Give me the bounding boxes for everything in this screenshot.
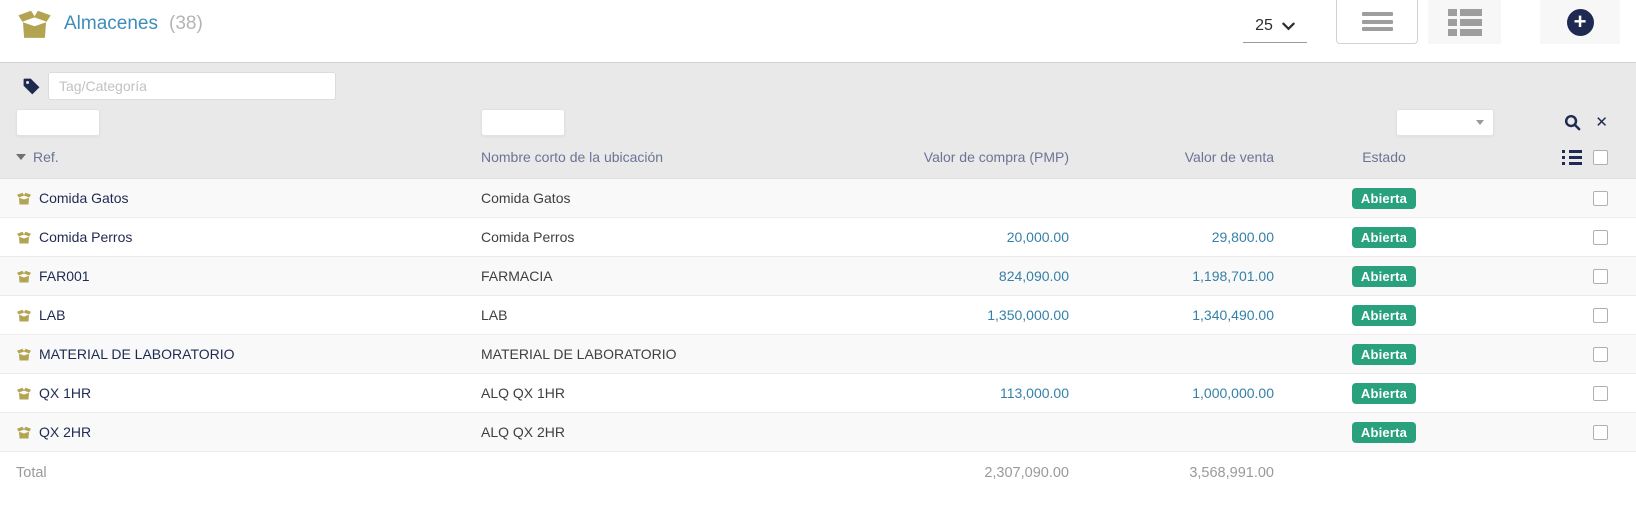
top-toolbar: Almacenes (38) 25 +: [0, 0, 1636, 62]
warehouse-ref-link[interactable]: Comida Perros: [39, 229, 133, 245]
row-checkbox[interactable]: [1593, 229, 1608, 245]
table-row[interactable]: QX 1HR ALQ QX 1HR 113,000.00 1,000,000.0…: [0, 374, 1636, 413]
caret-down-icon: [1476, 120, 1484, 125]
filter-band: ✕ Ref. Nombre corto de la ubicación Valo…: [0, 62, 1636, 179]
box-open-icon: [16, 348, 32, 361]
column-header-name[interactable]: Nombre corto de la ubicación: [481, 149, 664, 165]
row-checkbox[interactable]: [1593, 268, 1608, 284]
grid-view-icon: [1447, 8, 1482, 36]
sale-value: 29,800.00: [1211, 229, 1274, 245]
total-label: Total: [16, 464, 47, 481]
sale-value: 1,198,701.00: [1192, 268, 1274, 284]
ref-filter-input[interactable]: [16, 109, 100, 136]
row-checkbox[interactable]: [1593, 190, 1608, 206]
row-checkbox[interactable]: [1593, 385, 1608, 401]
warehouse-ref-link[interactable]: QX 1HR: [39, 385, 92, 401]
box-open-icon: [16, 309, 32, 322]
chevron-down-icon: [1282, 22, 1295, 31]
table-row[interactable]: Comida Gatos Comida Gatos Abierta: [0, 179, 1636, 218]
column-filter-row: ✕: [0, 109, 1636, 136]
table-header-row: Ref. Nombre corto de la ubicación Valor …: [0, 136, 1636, 178]
table-row[interactable]: LAB LAB 1,350,000.00 1,340,490.00 Abiert…: [0, 296, 1636, 335]
status-badge: Abierta: [1351, 304, 1417, 326]
column-header-sale[interactable]: Valor de venta: [1184, 149, 1274, 165]
box-open-icon: [16, 231, 32, 244]
status-badge: Abierta: [1351, 343, 1417, 365]
purchase-value: 824,090.00: [998, 268, 1069, 284]
warehouse-name: ALQ QX 2HR: [481, 424, 566, 440]
total-row: Total 2,307,090.00 3,568,991.00: [0, 452, 1636, 493]
table-body: Comida Gatos Comida Gatos Abierta Comida…: [0, 179, 1636, 452]
total-sale: 3,568,991.00: [1189, 464, 1274, 481]
sale-value: 1,000,000.00: [1192, 385, 1274, 401]
box-open-icon: [16, 426, 32, 439]
name-filter-input[interactable]: [481, 109, 565, 136]
purchase-value: 113,000.00: [999, 385, 1069, 401]
warehouse-name: FARMACIA: [481, 268, 553, 284]
column-header-status[interactable]: Estado: [1362, 149, 1406, 165]
column-header-purchase[interactable]: Valor de compra (PMP): [923, 149, 1069, 165]
warehouse-name: Comida Perros: [481, 229, 575, 245]
purchase-value: 20,000.00: [1006, 229, 1069, 245]
status-badge: Abierta: [1351, 226, 1417, 248]
column-header-ref[interactable]: Ref.: [16, 149, 481, 165]
list-view-button[interactable]: [1336, 0, 1418, 44]
list-view-icon: [1361, 12, 1393, 31]
page-count: (38): [169, 13, 203, 34]
status-badge: Abierta: [1351, 382, 1417, 404]
table-row[interactable]: QX 2HR ALQ QX 2HR Abierta: [0, 413, 1636, 452]
row-checkbox[interactable]: [1593, 307, 1608, 323]
box-open-icon: [16, 192, 32, 205]
warehouse-ref-link[interactable]: QX 2HR: [39, 424, 92, 440]
box-open-icon: [16, 387, 32, 400]
warehouse-ref-link[interactable]: FAR001: [39, 268, 90, 284]
warehouse-ref-link[interactable]: MATERIAL DE LABORATORIO: [39, 346, 235, 362]
page-title: Almacenes: [64, 13, 158, 34]
plus-icon: +: [1566, 8, 1594, 36]
search-icon[interactable]: [1564, 114, 1581, 131]
sort-desc-icon: [16, 154, 26, 160]
warehouse-name: ALQ QX 1HR: [481, 385, 566, 401]
total-purchase: 2,307,090.00: [984, 464, 1069, 481]
estado-filter-select[interactable]: [1396, 109, 1494, 136]
warehouse-ref-link[interactable]: LAB: [39, 307, 66, 323]
page-size-select[interactable]: 25: [1243, 10, 1307, 43]
table-row[interactable]: Comida Perros Comida Perros 20,000.00 29…: [0, 218, 1636, 257]
close-icon[interactable]: ✕: [1595, 114, 1608, 131]
warehouse-ref-link[interactable]: Comida Gatos: [39, 190, 129, 206]
warehouse-name: LAB: [481, 307, 508, 323]
warehouse-name: MATERIAL DE LABORATORIO: [481, 346, 677, 362]
page-title-group: Almacenes (38): [16, 6, 203, 42]
page-size-value: 25: [1255, 17, 1273, 34]
tag-icon: [22, 77, 48, 96]
add-warehouse-button[interactable]: +: [1540, 0, 1620, 44]
row-checkbox[interactable]: [1593, 346, 1608, 362]
grid-view-button[interactable]: [1428, 0, 1501, 44]
row-checkbox[interactable]: [1593, 424, 1608, 440]
box-open-icon: [16, 9, 53, 39]
status-badge: Abierta: [1351, 421, 1417, 443]
tag-category-input[interactable]: [48, 72, 336, 100]
select-all-checkbox[interactable]: [1593, 149, 1608, 165]
purchase-value: 1,350,000.00: [987, 307, 1069, 323]
toolbar-actions: 25 +: [1243, 0, 1636, 62]
list-icon[interactable]: [1562, 149, 1582, 165]
warehouse-name: Comida Gatos: [481, 190, 571, 206]
sale-value: 1,340,490.00: [1192, 307, 1274, 323]
table-row[interactable]: MATERIAL DE LABORATORIO MATERIAL DE LABO…: [0, 335, 1636, 374]
box-open-icon: [16, 270, 32, 283]
table-row[interactable]: FAR001 FARMACIA 824,090.00 1,198,701.00 …: [0, 257, 1636, 296]
status-badge: Abierta: [1351, 187, 1417, 209]
status-badge: Abierta: [1351, 265, 1417, 287]
tag-filter-row: [0, 63, 1636, 100]
